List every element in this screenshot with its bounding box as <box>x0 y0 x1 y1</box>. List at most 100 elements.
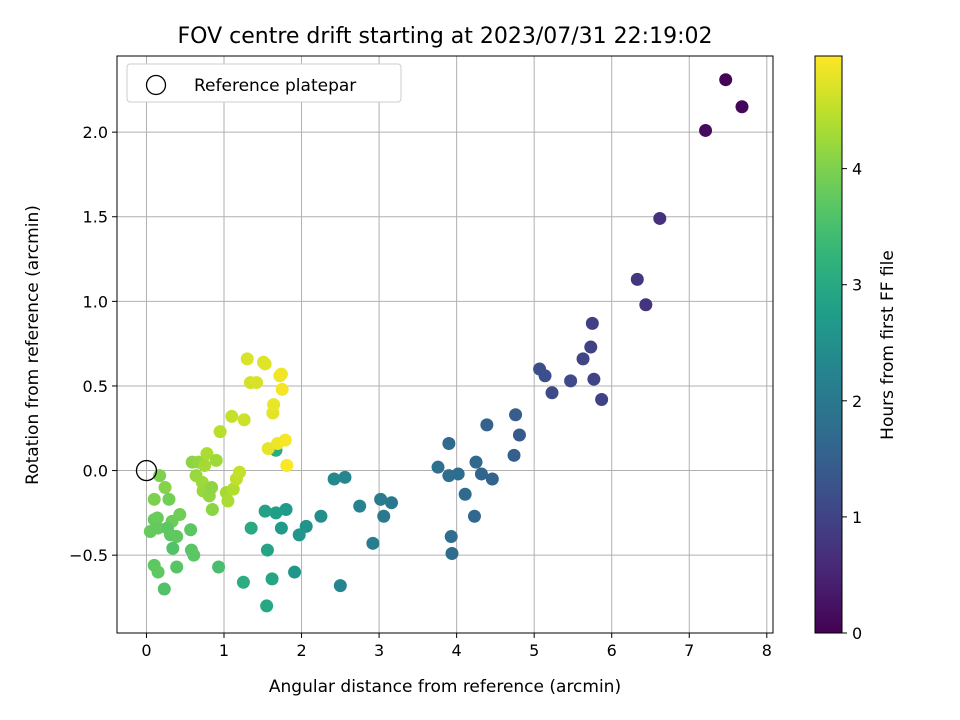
scatter-point <box>240 352 254 366</box>
scatter-point <box>157 582 171 596</box>
scatter-point <box>158 480 172 494</box>
x-tick-label: 4 <box>452 641 462 660</box>
scatter-point <box>327 472 341 486</box>
scatter-point <box>151 565 165 579</box>
legend-marker-reference <box>145 74 167 96</box>
scatter-point <box>442 436 456 450</box>
x-tick-label: 0 <box>141 641 151 660</box>
x-tick-label: 2 <box>296 641 306 660</box>
scatter-point <box>258 357 272 371</box>
scatter-point <box>198 458 212 472</box>
legend-box <box>126 63 402 103</box>
colorbar-ticks: 0 1 2 3 4 <box>842 160 862 643</box>
scatter-point <box>226 482 240 496</box>
scatter-point <box>545 386 559 400</box>
scatter-point <box>377 509 391 523</box>
scatter-point <box>451 467 465 481</box>
scatter-point <box>151 521 165 535</box>
scatter-point <box>213 425 227 439</box>
scatter-point <box>267 398 281 412</box>
y-tick-label: −0.5 <box>69 546 108 565</box>
scatter-point <box>221 494 235 508</box>
x-tick-label: 5 <box>529 641 539 660</box>
colorbar: 0 1 2 3 4 Hours from first FF file <box>814 55 898 643</box>
scatter-point <box>653 211 667 225</box>
colorbar-gradient <box>814 55 843 634</box>
scatter-point <box>699 123 713 137</box>
scatter-point <box>630 272 644 286</box>
scatter-point <box>205 480 219 494</box>
x-tick-label: 7 <box>684 641 694 660</box>
scatter-point <box>269 506 283 520</box>
scatter-point <box>338 470 352 484</box>
scatter-point <box>431 460 445 474</box>
scatter-point <box>187 548 201 562</box>
scatter-point <box>279 502 293 516</box>
scatter-point <box>225 409 239 423</box>
reference-platepar-marker <box>135 459 158 482</box>
y-tick-label: 0.0 <box>83 462 108 481</box>
y-axis-label: Rotation from reference (arcmin) <box>23 205 43 485</box>
scatter-point <box>233 465 247 479</box>
scatter-point <box>170 560 184 574</box>
scatter-point <box>200 447 214 461</box>
grid <box>117 56 773 633</box>
scatter-point <box>209 453 223 467</box>
x-axis-label: Angular distance from reference (arcmin) <box>269 677 621 697</box>
scatter-point <box>719 73 733 87</box>
scatter-point <box>374 492 388 506</box>
scatter-point <box>265 572 279 586</box>
colorbar-tick-label: 3 <box>852 276 862 295</box>
x-tick-label: 6 <box>607 641 617 660</box>
scatter-point <box>485 472 499 486</box>
x-tick-label: 8 <box>762 641 772 660</box>
scatter-point <box>458 487 472 501</box>
colorbar-label: Hours from first FF file <box>878 250 898 440</box>
legend: Reference platepar <box>126 63 402 103</box>
colorbar-tick-label: 0 <box>852 624 862 643</box>
scatter-point <box>288 565 302 579</box>
scatter-point <box>507 448 521 462</box>
colorbar-tick-label: 1 <box>852 508 862 527</box>
scatter-point <box>353 499 367 513</box>
scatter-point <box>278 433 292 447</box>
scatter-point <box>274 521 288 535</box>
scatter-point <box>273 369 287 383</box>
scatter-point <box>212 560 226 574</box>
scatter-point <box>595 392 609 406</box>
scatter-point <box>184 523 198 537</box>
scatter-point <box>162 492 176 506</box>
colorbar-tick-label: 4 <box>852 160 862 179</box>
scatter-point <box>205 502 219 516</box>
legend-label-reference: Reference platepar <box>194 76 356 96</box>
scatter-point <box>564 374 578 388</box>
scatter-point <box>260 599 274 613</box>
axes-frame <box>116 55 774 634</box>
scatter-point <box>292 528 306 542</box>
scatter-point <box>166 541 180 555</box>
scatter-point <box>474 467 488 481</box>
scatter-point <box>480 418 494 432</box>
chart-title: FOV centre drift starting at 2023/07/31 … <box>178 24 713 49</box>
scatter-point <box>250 376 264 390</box>
y-tick-label: 1.0 <box>83 292 108 311</box>
scatter-point <box>445 546 459 560</box>
scatter-point <box>147 492 161 506</box>
scatter-point <box>275 382 289 396</box>
scatter-point <box>236 575 250 589</box>
scatter-series <box>135 73 749 613</box>
y-tick-label: 1.5 <box>83 208 108 227</box>
scatter-point <box>469 455 483 469</box>
scatter-point <box>509 408 523 422</box>
colorbar-tick-label: 2 <box>852 392 862 411</box>
scatter-point <box>587 372 601 386</box>
scatter-point <box>538 369 552 383</box>
scatter-point <box>384 496 398 510</box>
x-tick-label: 3 <box>374 641 384 660</box>
scatter-point <box>244 521 258 535</box>
scatter-point <box>576 352 590 366</box>
scatter-point <box>258 504 272 518</box>
scatter-point <box>280 458 294 472</box>
scatter-point <box>512 428 526 442</box>
scatter-point <box>170 530 184 544</box>
